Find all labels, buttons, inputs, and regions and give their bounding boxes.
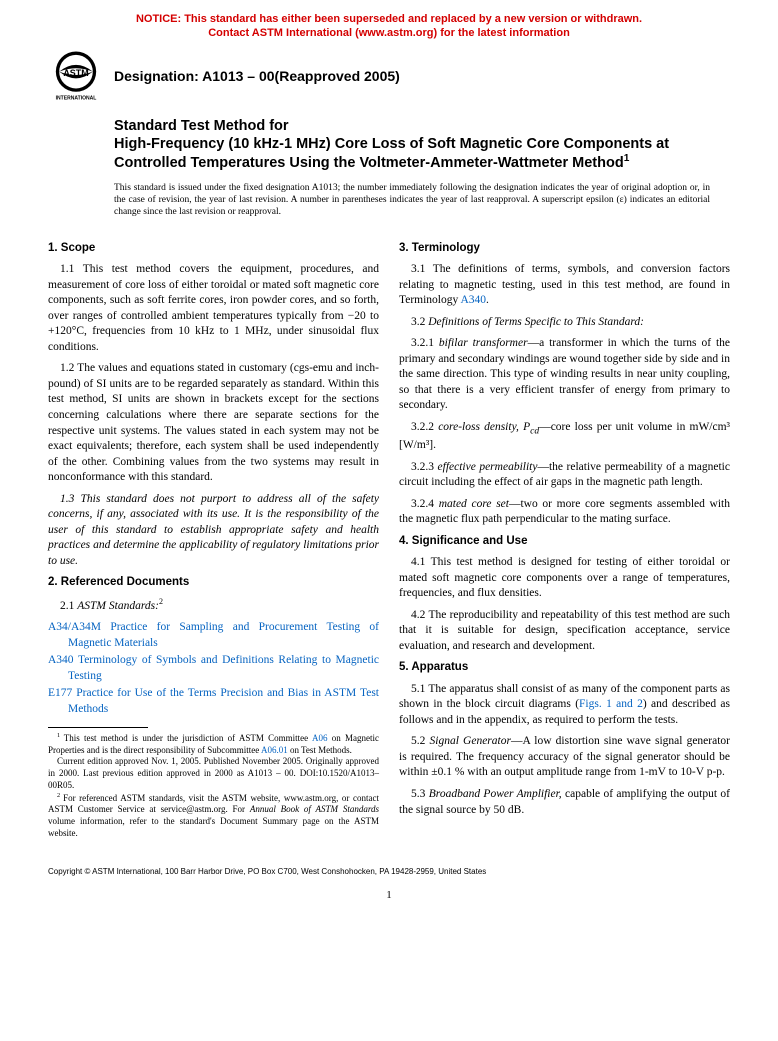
title-main-text: High-Frequency (10 kHz-1 MHz) Core Loss … — [114, 136, 669, 171]
page-number: 1 — [48, 888, 730, 903]
app-5-3-name: Broadband Power Amplifier, — [429, 788, 562, 800]
designation: Designation: A1013 – 00(Reapproved 2005) — [114, 63, 400, 86]
footnote-rule — [48, 727, 148, 728]
t3-name: effective permeability — [438, 461, 538, 473]
term-3-2: 3.2 Definitions of Terms Specific to Thi… — [399, 315, 730, 331]
ref-a340: A340 Terminology of Symbols and Definiti… — [68, 653, 379, 684]
scope-1-2: 1.2 The values and equations stated in c… — [48, 361, 379, 485]
svg-text:INTERNATIONAL: INTERNATIONAL — [56, 95, 97, 101]
supersede-notice: NOTICE: This standard has either been su… — [48, 12, 730, 41]
term-3-2-1: 3.2.1 bifilar transformer—a transformer … — [399, 336, 730, 414]
astm-logo: ASTM INTERNATIONAL — [48, 47, 104, 103]
notice-line1: NOTICE: This standard has either been su… — [136, 13, 642, 25]
app-5-2-name: Signal Generator — [430, 735, 511, 747]
t4-name: mated core set — [439, 498, 509, 510]
t1-name: bifilar transformer — [439, 337, 528, 349]
term-3-1-link[interactable]: A340 — [460, 294, 486, 306]
right-column: 3. Terminology 3.1 The definitions of te… — [399, 237, 730, 839]
scope-head: 1. Scope — [48, 241, 379, 257]
term-3-2-num: 3.2 — [411, 316, 428, 328]
footnote-2: 2 For referenced ASTM standards, visit t… — [48, 792, 379, 840]
term-3-2-label: Definitions of Terms Specific to This St… — [428, 316, 644, 328]
refs-lead-num: 2.1 — [60, 599, 77, 611]
footnote-1: 1 This test method is under the jurisdic… — [48, 732, 379, 756]
term-3-2-2: 3.2.2 core-loss density, Pcd—core loss p… — [399, 420, 730, 454]
refs-lead: 2.1 ASTM Standards:2 — [48, 597, 379, 614]
fn2b: Annual Book of ASTM Standards — [250, 804, 379, 814]
refs-lead-label: ASTM Standards: — [77, 599, 159, 611]
term-3-2-4: 3.2.4 mated core set—two or more core se… — [399, 497, 730, 528]
sig-4-1: 4.1 This test method is designed for tes… — [399, 555, 730, 602]
apparatus-head: 5. Apparatus — [399, 660, 730, 676]
fn1a: This test method is under the jurisdicti… — [64, 733, 312, 743]
ref-a34-text[interactable]: Practice for Sampling and Procurement Te… — [68, 621, 379, 649]
refs-lead-sup: 2 — [159, 597, 163, 606]
ref-e177: E177 Practice for Use of the Terms Preci… — [68, 686, 379, 717]
t2-num: 3.2.2 — [411, 421, 438, 433]
app-5-3-num: 5.3 — [411, 788, 429, 800]
title-block: Standard Test Method for High-Frequency … — [114, 117, 730, 172]
app-5-1: 5.1 The apparatus shall consist of as ma… — [399, 682, 730, 729]
svg-text:ASTM: ASTM — [63, 68, 88, 78]
issue-note: This standard is issued under the fixed … — [114, 182, 710, 219]
t3-num: 3.2.3 — [411, 461, 438, 473]
fn1-link2[interactable]: A06.01 — [261, 745, 288, 755]
t4-num: 3.2.4 — [411, 498, 439, 510]
fn1c: on Test Methods. — [288, 745, 352, 755]
significance-head: 4. Significance and Use — [399, 534, 730, 550]
term-3-1: 3.1 The definitions of terms, symbols, a… — [399, 262, 730, 309]
page: NOTICE: This standard has either been su… — [0, 0, 778, 923]
title-sup: 1 — [624, 153, 630, 164]
app-5-2: 5.2 Signal Generator—A low distortion si… — [399, 734, 730, 781]
left-column: 1. Scope 1.1 This test method covers the… — [48, 237, 379, 839]
scope-1-3: 1.3 This standard does not purport to ad… — [48, 492, 379, 570]
scope-1-1: 1.1 This test method covers the equipmen… — [48, 262, 379, 355]
app-5-3: 5.3 Broadband Power Amplifier, capable o… — [399, 787, 730, 818]
t2-name: core-loss density, Pcd — [438, 421, 539, 433]
fn1-link1[interactable]: A06 — [312, 733, 328, 743]
app-5-1-link[interactable]: Figs. 1 and 2 — [579, 698, 643, 710]
ref-a34-code[interactable]: A34/A34M — [48, 621, 101, 633]
ref-e177-text[interactable]: Practice for Use of the Terms Precision … — [68, 687, 379, 715]
fn2c: volume information, refer to the standar… — [48, 816, 379, 838]
ref-a340-text[interactable]: Terminology of Symbols and Definitions R… — [68, 654, 379, 682]
title-lead: Standard Test Method for — [114, 117, 730, 135]
ref-a340-code[interactable]: A340 — [48, 654, 74, 666]
term-3-1a: 3.1 The definitions of terms, symbols, a… — [399, 263, 730, 306]
header-row: ASTM INTERNATIONAL Designation: A1013 – … — [48, 47, 730, 103]
ref-e177-code[interactable]: E177 — [48, 687, 72, 699]
t1-num: 3.2.1 — [411, 337, 439, 349]
app-5-2-num: 5.2 — [411, 735, 430, 747]
ref-a34: A34/A34M Practice for Sampling and Procu… — [68, 620, 379, 651]
two-column-body: 1. Scope 1.1 This test method covers the… — [48, 237, 730, 839]
title-main: High-Frequency (10 kHz-1 MHz) Core Loss … — [114, 135, 730, 172]
refs-head: 2. Referenced Documents — [48, 575, 379, 591]
notice-line2: Contact ASTM International (www.astm.org… — [208, 27, 570, 39]
terminology-head: 3. Terminology — [399, 241, 730, 257]
copyright: Copyright © ASTM International, 100 Barr… — [48, 867, 730, 878]
term-3-2-3: 3.2.3 effective permeability—the relativ… — [399, 460, 730, 491]
term-3-1b: . — [486, 294, 489, 306]
footnote-1b: Current edition approved Nov. 1, 2005. P… — [48, 756, 379, 791]
sig-4-2: 4.2 The reproducibility and repeatabilit… — [399, 608, 730, 655]
